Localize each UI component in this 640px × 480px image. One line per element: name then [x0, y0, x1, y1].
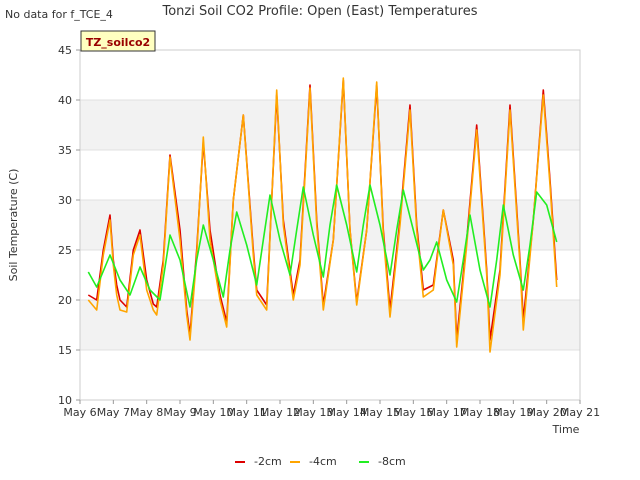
- plot-band: [80, 300, 580, 350]
- x-tick-label: May 11: [227, 406, 267, 419]
- x-tick-label: May 6: [63, 406, 96, 419]
- plot-border: [79, 49, 581, 401]
- x-tick-label: May 14: [327, 406, 367, 419]
- legend-label: -8cm: [378, 455, 406, 468]
- x-tick-label: May 16: [393, 406, 433, 419]
- plot-background: [80, 50, 580, 400]
- y-tick-label: 40: [58, 94, 72, 107]
- y-axis-ticks: 10 15 20 25 30 35 40 45: [58, 44, 80, 407]
- series-line-8cm: [87, 184, 558, 308]
- x-tick-label: May 15: [360, 406, 400, 419]
- x-tick-label: May 8: [130, 406, 163, 419]
- legend: -2cm -4cm -8cm: [235, 455, 406, 468]
- y-tick-label: 10: [58, 394, 72, 407]
- y-tick-label: 20: [58, 294, 72, 307]
- x-axis-label: Time: [552, 423, 580, 436]
- plot-band: [80, 100, 580, 150]
- x-tick-label: May 10: [193, 406, 233, 419]
- y-axis-label: Soil Temperature (C): [7, 169, 20, 282]
- plot-band: [80, 150, 580, 200]
- legend-label: -2cm: [254, 455, 282, 468]
- plot-band: [80, 50, 580, 100]
- series-line-4cm: [87, 77, 558, 353]
- plot-band: [80, 350, 580, 400]
- y-tick-label: 25: [58, 244, 72, 257]
- x-tick-label: May 13: [293, 406, 333, 419]
- x-tick-label: May 7: [97, 406, 130, 419]
- x-tick-label: May 19: [493, 406, 533, 419]
- x-tick-label: May 9: [163, 406, 196, 419]
- y-tick-label: 35: [58, 144, 72, 157]
- badge-box: [80, 30, 156, 52]
- x-tick-label: May 21: [560, 406, 600, 419]
- x-tick-label: May 17: [427, 406, 467, 419]
- x-tick-label: May 20: [527, 406, 567, 419]
- y-tick-label: 15: [58, 344, 72, 357]
- badge-label: TZ_soilco2: [86, 36, 150, 49]
- no-data-text: No data for f_TCE_4: [5, 8, 113, 21]
- badge: TZ_soilco2: [80, 30, 156, 52]
- legend-label: -4cm: [309, 455, 337, 468]
- x-tick-label: May 18: [460, 406, 500, 419]
- x-tick-label: May 12: [260, 406, 300, 419]
- series-layer: [87, 77, 558, 353]
- y-tick-label: 45: [58, 44, 72, 57]
- chart-title: Tonzi Soil CO2 Profile: Open (East) Temp…: [161, 4, 477, 19]
- y-tick-label: 30: [58, 194, 72, 207]
